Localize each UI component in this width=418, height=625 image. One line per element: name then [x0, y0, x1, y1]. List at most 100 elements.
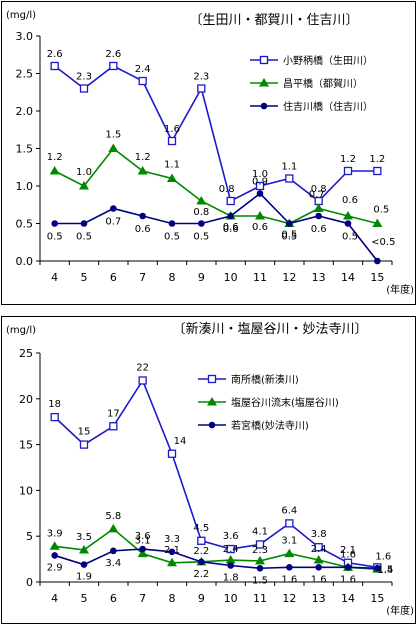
data-point: [80, 220, 88, 227]
data-label: 14: [174, 436, 187, 447]
data-point: [79, 440, 89, 449]
x-tick-label: 6: [110, 592, 117, 605]
data-point: [374, 564, 381, 572]
data-label: 2.4: [223, 544, 239, 555]
data-point: [80, 561, 88, 568]
data-label: 3.9: [47, 528, 63, 539]
series-1: 3.9 3.5 5.8 3.1 2.1 2.2 2.4 2.3 3.1 2.4 1.6 1.4: [47, 511, 394, 576]
data-label: 3.4: [105, 558, 121, 569]
data-label: 1.5: [377, 564, 393, 575]
x-tick-label: 15: [370, 592, 384, 605]
data-label: 0.6: [223, 224, 239, 235]
data-label: 1.4: [377, 565, 393, 576]
x-axis-label: (年度): [386, 604, 414, 617]
data-point: [197, 84, 206, 93]
x-tick-label: 11: [253, 271, 267, 284]
data-label: <0.5: [371, 237, 395, 248]
data-label: 3.3: [164, 534, 180, 545]
data-label: 0.5: [281, 230, 297, 241]
series-line: [54, 65, 378, 203]
x-tick-label: 13: [312, 592, 326, 605]
y-tick-label: 0: [26, 576, 33, 589]
data-point: [344, 220, 352, 227]
legend-marker: [260, 102, 268, 110]
data-label: 2.3: [76, 72, 92, 83]
data-point: [286, 220, 293, 227]
data-label: 0.5: [281, 232, 297, 243]
data-point: [168, 220, 176, 227]
series-line: [54, 527, 378, 570]
data-label: 0.6: [252, 222, 268, 233]
x-tick-label: 5: [81, 271, 88, 284]
data-point: [138, 76, 147, 86]
data-point: [139, 212, 146, 220]
data-point: [255, 555, 265, 565]
x-tick-label: 7: [139, 592, 146, 605]
y-tick-label: 0.5: [16, 218, 34, 231]
data-point: [256, 564, 264, 572]
data-point: [227, 212, 234, 220]
x-tick-label: 9: [198, 592, 205, 605]
data-label: 0.7: [105, 217, 121, 228]
data-point: [285, 174, 294, 183]
data-label: 2.4: [311, 544, 327, 555]
legend-entry-1: 塩屋谷川流末(塩屋谷川): [198, 396, 339, 409]
y-tick-label: 2.0: [16, 105, 34, 118]
y-tick-label: 5: [26, 530, 33, 543]
y-tick-label: 1.0: [16, 180, 34, 193]
x-axis-label: (年度): [386, 283, 414, 296]
data-point: [168, 548, 176, 556]
data-label: 0.5: [164, 232, 180, 243]
data-point: [110, 547, 117, 555]
x-tick-label: 12: [282, 592, 296, 605]
data-point: [196, 196, 207, 205]
y-unit-label: (mg/l): [6, 325, 36, 336]
legend-label: 住吉川橋（住吉川）: [283, 100, 373, 113]
data-label: 0.5: [76, 232, 92, 243]
data-label: 6.4: [281, 505, 297, 516]
data-label: 1.0: [252, 169, 268, 180]
data-label: 0.5: [47, 232, 63, 243]
x-tick-label: 4: [51, 271, 58, 284]
data-point: [110, 205, 117, 212]
data-label: 17: [107, 408, 120, 419]
data-label: 0.6: [223, 222, 239, 233]
data-label: 1.6: [164, 124, 180, 135]
data-point: [197, 536, 206, 545]
data-point: [284, 548, 295, 558]
y-unit-label: (mg/l): [6, 10, 36, 21]
data-label: 1.8: [223, 573, 239, 584]
data-label: 0.9: [252, 177, 268, 188]
data-point: [51, 220, 58, 227]
data-point: [138, 376, 147, 385]
data-label: 0.5: [342, 232, 358, 243]
data-label: 1.6: [281, 574, 297, 585]
x-tick-label: 15: [370, 271, 384, 284]
x-tick-label: 9: [198, 271, 205, 284]
data-label: 1.6: [340, 549, 356, 560]
data-label: 2.6: [47, 49, 63, 60]
data-point: [49, 541, 60, 550]
data-point: [227, 562, 234, 569]
legend-entry-0: 南所橋(新湊川): [198, 373, 299, 386]
legend-entry-2: 若宮橋(妙法寺川): [198, 419, 309, 432]
y-tick-label: 2.5: [16, 68, 34, 81]
data-label: 1.2: [369, 154, 385, 165]
data-label: 2.3: [252, 545, 268, 556]
data-label: 1.2: [340, 154, 356, 165]
data-label: 1.6: [340, 574, 356, 585]
data-point: [108, 143, 119, 152]
chart-2-svg: 〔新湊川・塩屋谷川・妙法寺川〕 (mg/l) 0 5 10 15 20 25 4 5 6 7 8 9 10 1…: [6, 321, 414, 617]
legend-marker: [259, 55, 269, 65]
data-point: [167, 557, 177, 567]
data-label: 0.8: [193, 207, 209, 218]
legend-label: 昌平橋（都賀川）: [283, 77, 363, 90]
legend-marker: [207, 374, 217, 384]
series-line: [54, 548, 378, 570]
data-label: 5.8: [105, 511, 121, 522]
legend-entry-0: 小野柄橋（生田川）: [250, 54, 373, 67]
data-point: [79, 544, 89, 554]
x-tick-label: 10: [224, 271, 238, 284]
x-tick-label: 11: [253, 592, 267, 605]
legend-marker: [207, 397, 217, 406]
